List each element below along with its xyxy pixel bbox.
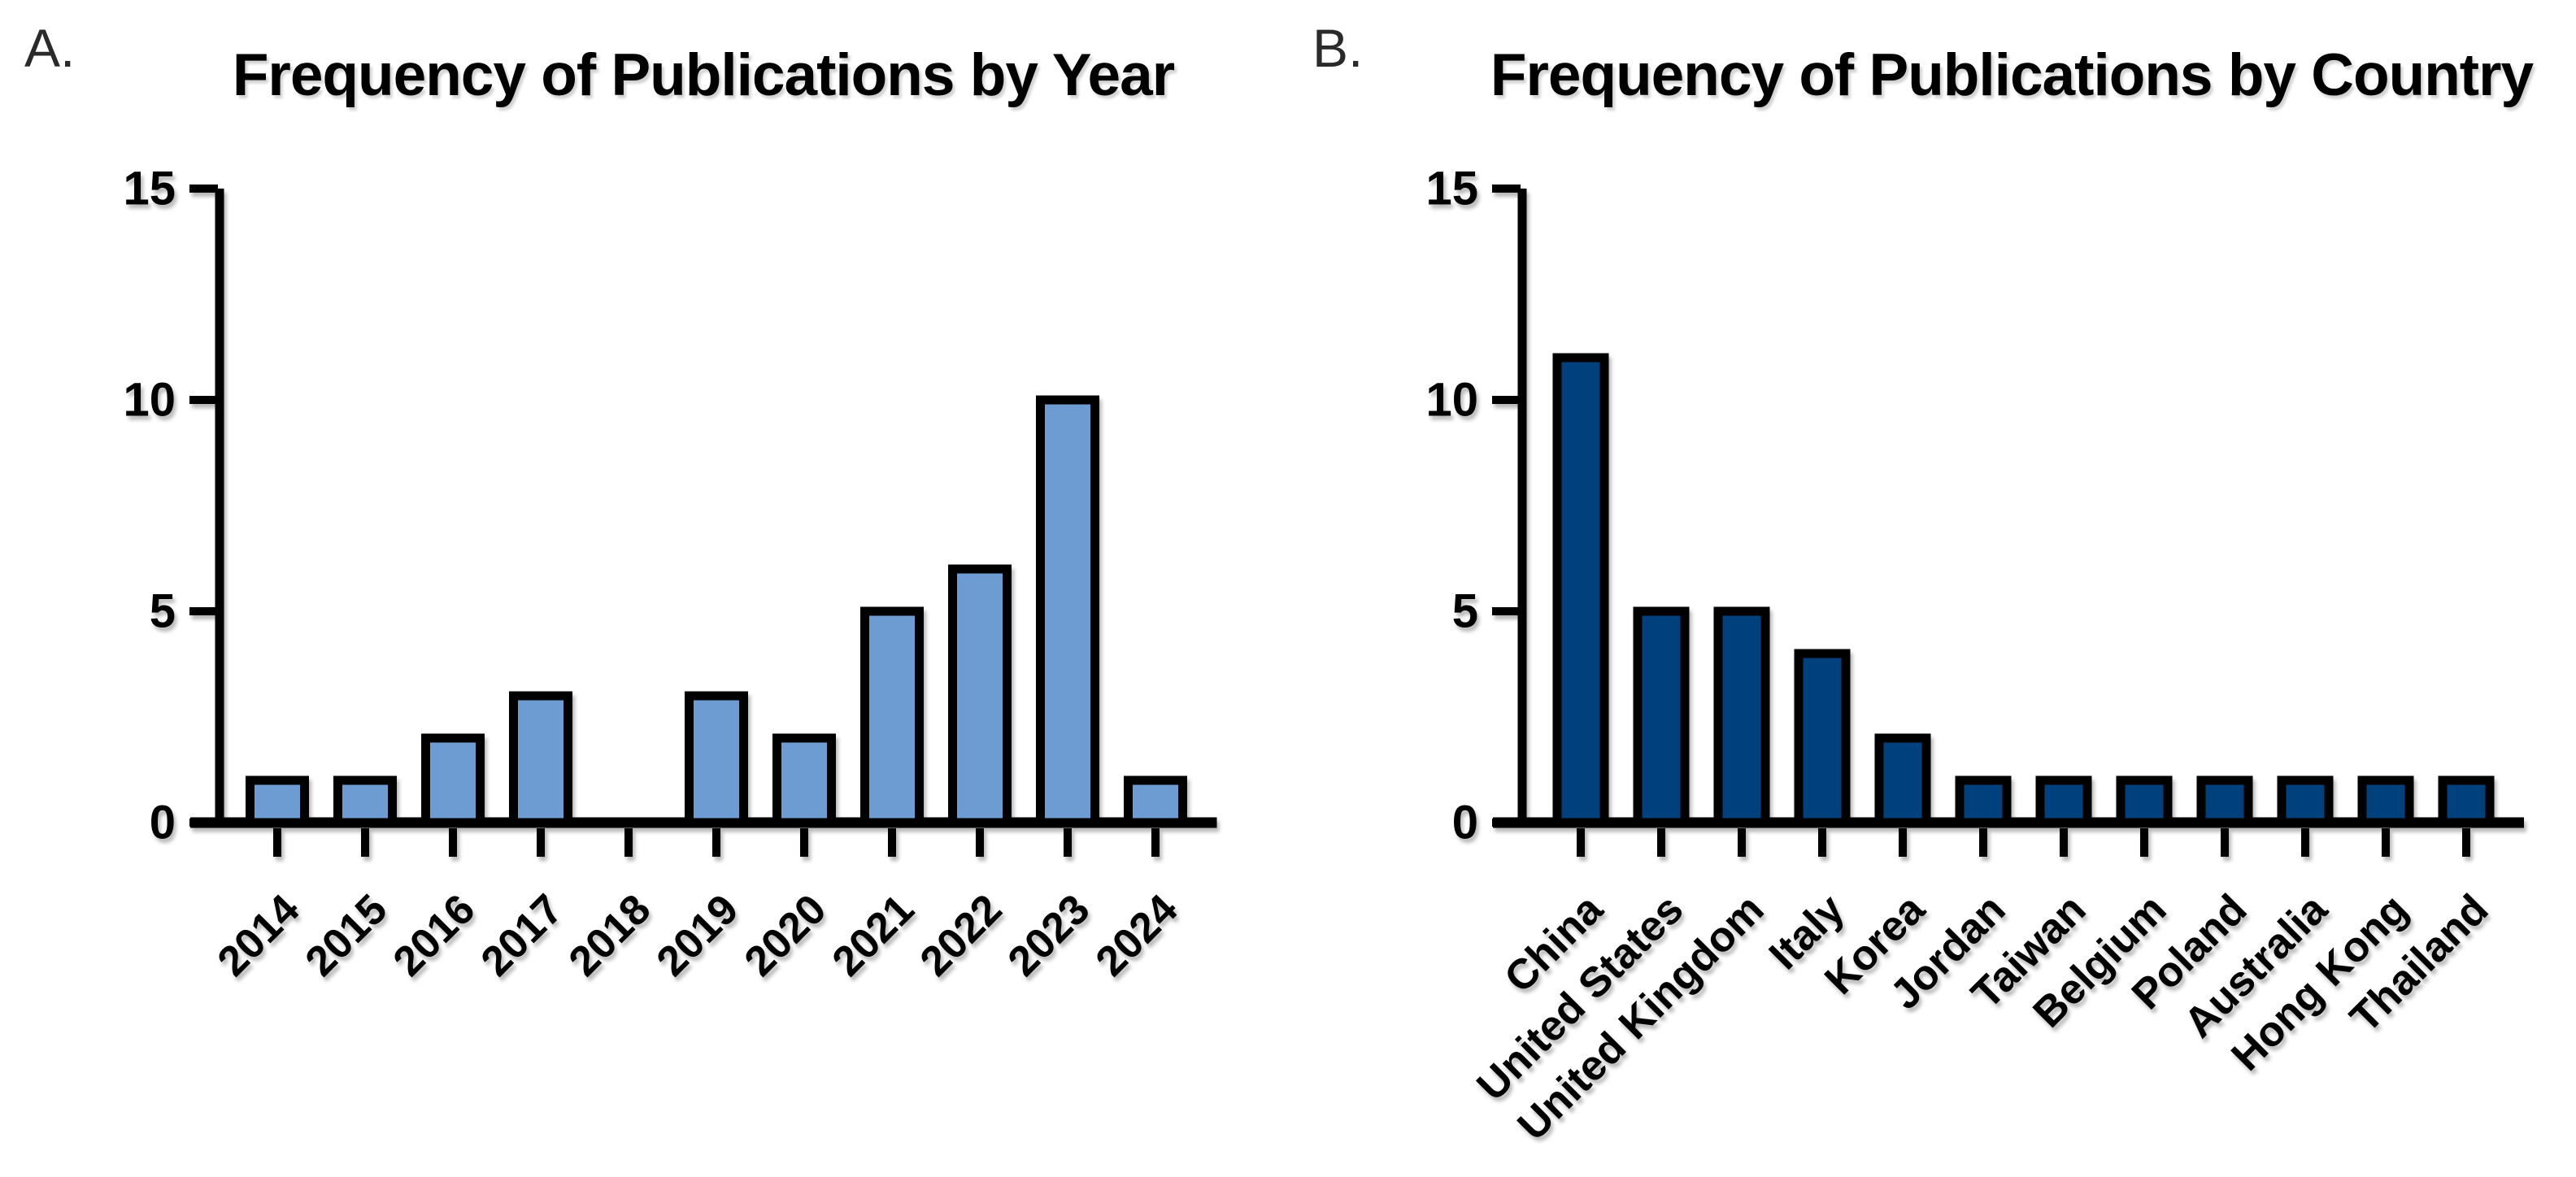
- bar-taiwan: [2035, 775, 2092, 827]
- x-tick-label: 2018: [560, 885, 660, 985]
- bar-jordan: [1955, 775, 2012, 827]
- x-tick-label: 2019: [648, 885, 748, 985]
- bar-korea: [1874, 733, 1931, 827]
- bar-united-states: [1633, 606, 1690, 827]
- x-tick-label: 2021: [824, 885, 924, 985]
- x-tick-label: 2016: [385, 885, 485, 985]
- bar-2019: [685, 691, 748, 827]
- y-tick-label: 15: [1425, 163, 1478, 215]
- bar-2015: [333, 775, 397, 827]
- bar-thailand: [2438, 775, 2495, 827]
- bar-italy: [1794, 649, 1851, 827]
- bar-2024: [1124, 775, 1187, 827]
- x-tick-label: 2023: [999, 885, 1099, 985]
- bar-2020: [772, 733, 836, 827]
- panel-b-label: B.: [1312, 18, 1364, 78]
- bar-china: [1552, 353, 1609, 827]
- bar-2016: [421, 733, 485, 827]
- y-tick-label: 5: [150, 585, 176, 638]
- y-tick-label: 10: [1425, 374, 1478, 427]
- bar-australia: [2277, 775, 2334, 827]
- x-tick-label: 2015: [297, 885, 397, 985]
- panel-a: A. Frequency of Publications by Year 0 5 1…: [24, 18, 1217, 985]
- y-tick-label: 10: [123, 374, 176, 427]
- bar-poland: [2196, 775, 2253, 827]
- x-tick-label: 2014: [209, 885, 309, 985]
- bar-2023: [1036, 395, 1099, 827]
- chart-title-year: Frequency of Publications by Year: [232, 42, 1175, 108]
- bar-2022: [948, 564, 1012, 827]
- y-tick-label: 15: [123, 163, 176, 215]
- panel-b: B. Frequency of Publications by Country …: [1288, 0, 2576, 1177]
- y-tick-label: 5: [1452, 585, 1478, 638]
- bar-hong-kong: [2357, 775, 2414, 827]
- bar-united-kingdom: [1713, 606, 1770, 827]
- x-tick-label: 2020: [736, 885, 836, 985]
- bar-2021: [860, 606, 924, 827]
- x-tick-label: 2024: [1087, 885, 1187, 985]
- panel-a-label: A.: [24, 18, 76, 78]
- y-tick-label: 0: [150, 797, 176, 849]
- y-tick-label: 0: [1452, 797, 1478, 849]
- bar-2014: [246, 775, 309, 827]
- x-tick-label: 2022: [912, 885, 1012, 985]
- chart-title-country: Frequency of Publications by Country: [1490, 42, 2534, 108]
- year-bar-chart: 0510152014201520162017201820192020202120…: [123, 163, 1217, 985]
- x-tick-label: 2017: [472, 885, 572, 985]
- bar-2017: [509, 691, 572, 827]
- bar-belgium: [2116, 775, 2173, 827]
